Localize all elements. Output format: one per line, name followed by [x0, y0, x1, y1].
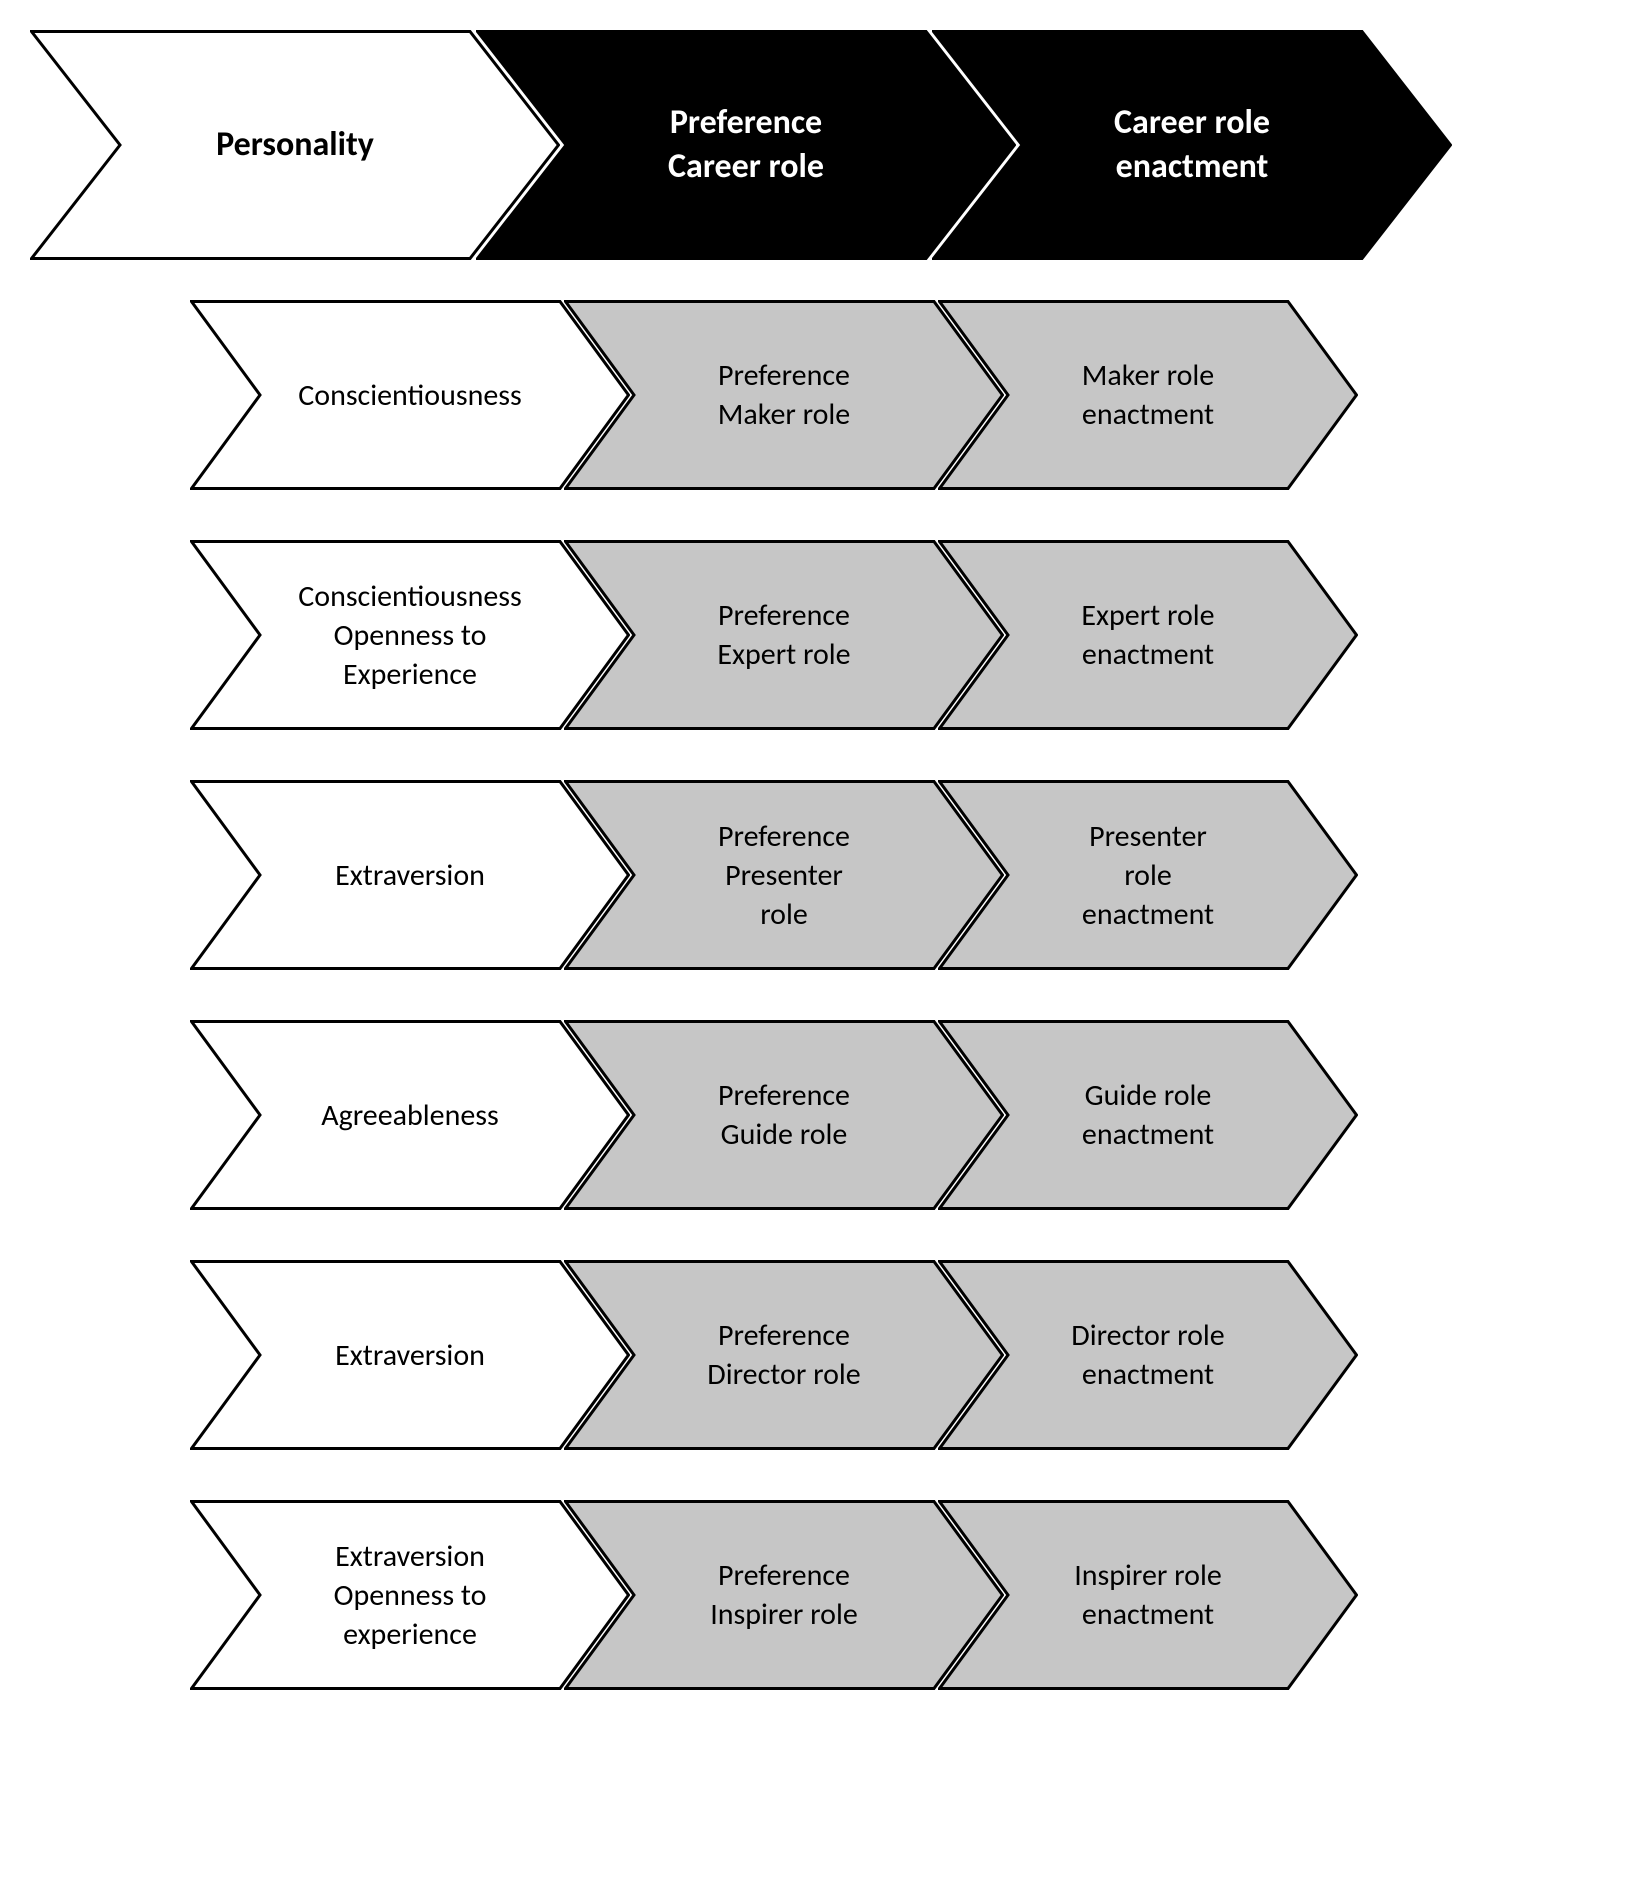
text-line: Conscientiousness [210, 376, 610, 415]
text-line: Expert role [584, 635, 984, 674]
header-row: Personality PreferenceCareer role Career… [30, 30, 1620, 260]
sub-chevron-r5-enactment: Inspirer roleenactment [938, 1500, 1358, 1690]
header-chevron-enactment: Career roleenactment [932, 30, 1452, 260]
text-line: enactment [958, 1115, 1338, 1154]
sub-chevron-r1-preference-label: PreferenceExpert role [584, 596, 984, 674]
sub-chevron-r5-personality-label: ExtraversionOpenness toexperience [210, 1537, 610, 1654]
text-line: Personality [50, 123, 540, 167]
text-line: Preference [584, 1316, 984, 1355]
text-line: Inspirer role [584, 1595, 984, 1634]
text-line: enactment [952, 145, 1432, 189]
header-chevron-personality-label: Personality [50, 123, 540, 167]
text-line: Career role [496, 145, 996, 189]
sub-chevron-r2-preference-label: PreferencePresenterrole [584, 817, 984, 934]
sub-chevron-r4-personality-label: Extraversion [210, 1336, 610, 1375]
text-line: experience [210, 1615, 610, 1654]
text-line: enactment [958, 1355, 1338, 1394]
sub-chevron-r0-enactment-label: Maker roleenactment [958, 356, 1338, 434]
text-line: Preference [584, 817, 984, 856]
header-chevron-enactment-label: Career roleenactment [952, 101, 1432, 189]
text-line: Guide role [584, 1115, 984, 1154]
text-line: role [958, 856, 1338, 895]
text-line: Extraversion [210, 856, 610, 895]
text-line: Preference [584, 1556, 984, 1595]
sub-row-2: Extraversion PreferencePresenterrole Pre… [190, 780, 1620, 970]
sub-chevron-r2-enactment: Presenterroleenactment [938, 780, 1358, 970]
text-line: Maker role [584, 395, 984, 434]
sub-chevron-r1-enactment-label: Expert roleenactment [958, 596, 1338, 674]
text-line: Director role [958, 1316, 1338, 1355]
sub-chevron-r0-personality-label: Conscientiousness [210, 376, 610, 415]
sub-row-0: Conscientiousness PreferenceMaker role M… [190, 300, 1620, 490]
text-line: Inspirer role [958, 1556, 1338, 1595]
sub-row-4: Extraversion PreferenceDirector role Dir… [190, 1260, 1620, 1450]
sub-chevron-r3-enactment-label: Guide roleenactment [958, 1076, 1338, 1154]
text-line: Agreeableness [210, 1096, 610, 1135]
text-line: Openness to [210, 1576, 610, 1615]
sub-row-5: ExtraversionOpenness toexperience Prefer… [190, 1500, 1620, 1690]
text-line: enactment [958, 635, 1338, 674]
sub-row-1: ConscientiousnessOpenness toExperience P… [190, 540, 1620, 730]
text-line: Preference [584, 596, 984, 635]
text-line: enactment [958, 895, 1338, 934]
text-line: Openness to [210, 616, 610, 655]
sub-chevron-r2-enactment-label: Presenterroleenactment [958, 817, 1338, 934]
text-line: Extraversion [210, 1336, 610, 1375]
text-line: Presenter [584, 856, 984, 895]
text-line: Career role [952, 101, 1432, 145]
sub-chevron-r4-enactment: Director roleenactment [938, 1260, 1358, 1450]
text-line: role [584, 895, 984, 934]
diagram-container: Personality PreferenceCareer role Career… [30, 30, 1620, 1690]
sub-chevron-r1-personality-label: ConscientiousnessOpenness toExperience [210, 577, 610, 694]
sub-chevron-r4-preference-label: PreferenceDirector role [584, 1316, 984, 1394]
text-line: enactment [958, 395, 1338, 434]
text-line: Extraversion [210, 1537, 610, 1576]
text-line: Maker role [958, 356, 1338, 395]
sub-chevron-r5-preference-label: PreferenceInspirer role [584, 1556, 984, 1634]
text-line: Expert role [958, 596, 1338, 635]
text-line: Guide role [958, 1076, 1338, 1115]
text-line: Preference [584, 1076, 984, 1115]
header-chevron-preference-label: PreferenceCareer role [496, 101, 996, 189]
text-line: Preference [584, 356, 984, 395]
text-line: Conscientiousness [210, 577, 610, 616]
text-line: Director role [584, 1355, 984, 1394]
sub-chevron-r4-enactment-label: Director roleenactment [958, 1316, 1338, 1394]
sub-row-3: Agreeableness PreferenceGuide role Guide… [190, 1020, 1620, 1210]
sub-chevron-r1-enactment: Expert roleenactment [938, 540, 1358, 730]
text-line: enactment [958, 1595, 1338, 1634]
sub-chevron-r0-preference-label: PreferenceMaker role [584, 356, 984, 434]
sub-chevron-r3-personality-label: Agreeableness [210, 1096, 610, 1135]
sub-chevron-r3-preference-label: PreferenceGuide role [584, 1076, 984, 1154]
sub-chevron-r0-enactment: Maker roleenactment [938, 300, 1358, 490]
sub-chevron-r5-enactment-label: Inspirer roleenactment [958, 1556, 1338, 1634]
text-line: Preference [496, 101, 996, 145]
sub-chevron-r2-personality-label: Extraversion [210, 856, 610, 895]
text-line: Presenter [958, 817, 1338, 856]
text-line: Experience [210, 655, 610, 694]
sub-chevron-r3-enactment: Guide roleenactment [938, 1020, 1358, 1210]
